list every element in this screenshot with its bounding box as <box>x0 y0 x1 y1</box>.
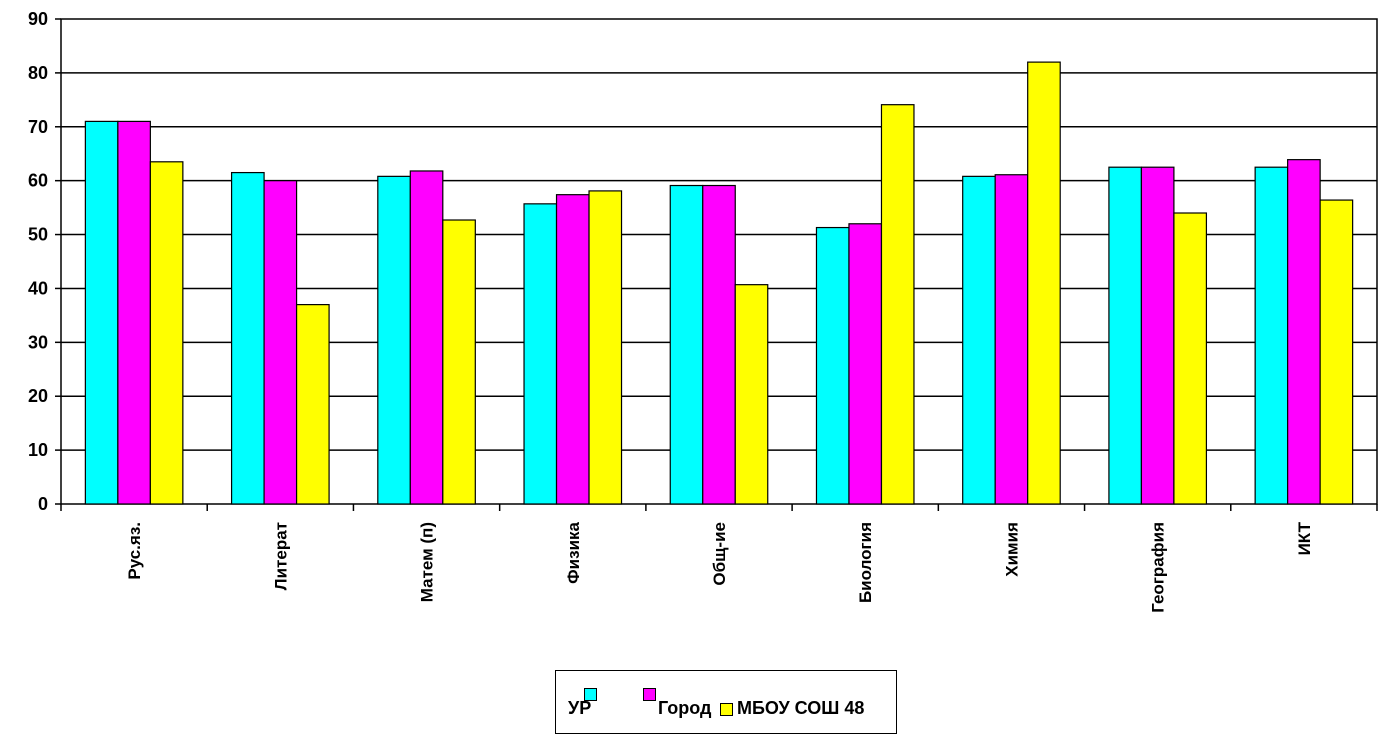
y-tick-label: 0 <box>38 494 48 514</box>
axes <box>55 18 1378 511</box>
bar-2-8 <box>1140 166 1175 505</box>
bar-3-3 <box>442 219 476 505</box>
y-tick-label: 20 <box>28 386 48 406</box>
legend-label-gorod: Город <box>658 698 712 718</box>
y-tick-label: 40 <box>28 278 48 298</box>
bar-3-2 <box>295 304 330 505</box>
y-tick-label: 30 <box>28 332 48 352</box>
bar-3-8 <box>1173 212 1208 505</box>
legend-label-ur: УР <box>568 698 592 718</box>
category-label: ИКТ <box>1295 521 1314 555</box>
bar-1-7 <box>962 175 996 505</box>
bar-2-6 <box>848 223 883 505</box>
category-label: Рус.яз. <box>125 522 144 580</box>
category-label: Физика <box>564 521 583 583</box>
bar-2-5 <box>702 184 736 505</box>
category-label: Химия <box>1002 522 1021 577</box>
bar-3-9 <box>1319 199 1354 505</box>
bar-1-8 <box>1108 166 1143 505</box>
bar-1-6 <box>815 226 850 505</box>
y-tick-label: 70 <box>28 117 48 137</box>
y-tick-label: 60 <box>28 171 48 191</box>
bar-2-4 <box>555 194 590 505</box>
category-label: Литерат <box>271 522 290 590</box>
y-tick-label: 80 <box>28 63 48 83</box>
bar-3-7 <box>1027 61 1061 505</box>
y-tick-label: 10 <box>28 440 48 460</box>
category-label: Общ-ие <box>710 522 729 586</box>
bar-1-9 <box>1254 166 1289 505</box>
bar-1-4 <box>523 203 558 505</box>
category-label: География <box>1149 522 1168 613</box>
bar-2-3 <box>409 170 444 505</box>
bar-3-4 <box>588 190 623 505</box>
bar-2-2 <box>263 180 298 505</box>
legend-swatch-mbou <box>720 703 733 716</box>
bar-2-1 <box>117 120 151 505</box>
bar-chart: 0 10 20 30 40 50 60 70 80 90 Рус.яз. Литерат Матем … <box>28 9 1378 613</box>
bar-1-1 <box>84 120 119 505</box>
legend-label-mbou: МБОУ СОШ 48 <box>737 698 865 718</box>
bar-1-3 <box>377 175 411 505</box>
bar-3-5 <box>734 284 769 505</box>
bar-1-5 <box>669 184 704 505</box>
legend: УР Город МБОУ СОШ 48 <box>555 670 897 734</box>
bars-group <box>84 61 1354 505</box>
y-tick-label: 50 <box>28 225 48 245</box>
legend-swatch-gorod <box>643 688 656 701</box>
legend-swatch-ur <box>584 688 597 701</box>
bar-1-2 <box>230 171 265 505</box>
bar-3-6 <box>880 104 915 505</box>
category-label: Биология <box>856 522 875 603</box>
y-tick-label: 90 <box>28 9 48 29</box>
category-labels: Рус.яз. Литерат Матем (п) Физика Общ-ие Биоло… <box>125 521 1314 612</box>
category-label: Матем (п) <box>418 522 437 602</box>
bar-2-7 <box>994 174 1029 505</box>
bar-2-9 <box>1287 159 1321 505</box>
bar-3-1 <box>149 161 184 505</box>
y-tick-labels: 0 10 20 30 40 50 60 70 80 90 <box>28 9 48 514</box>
